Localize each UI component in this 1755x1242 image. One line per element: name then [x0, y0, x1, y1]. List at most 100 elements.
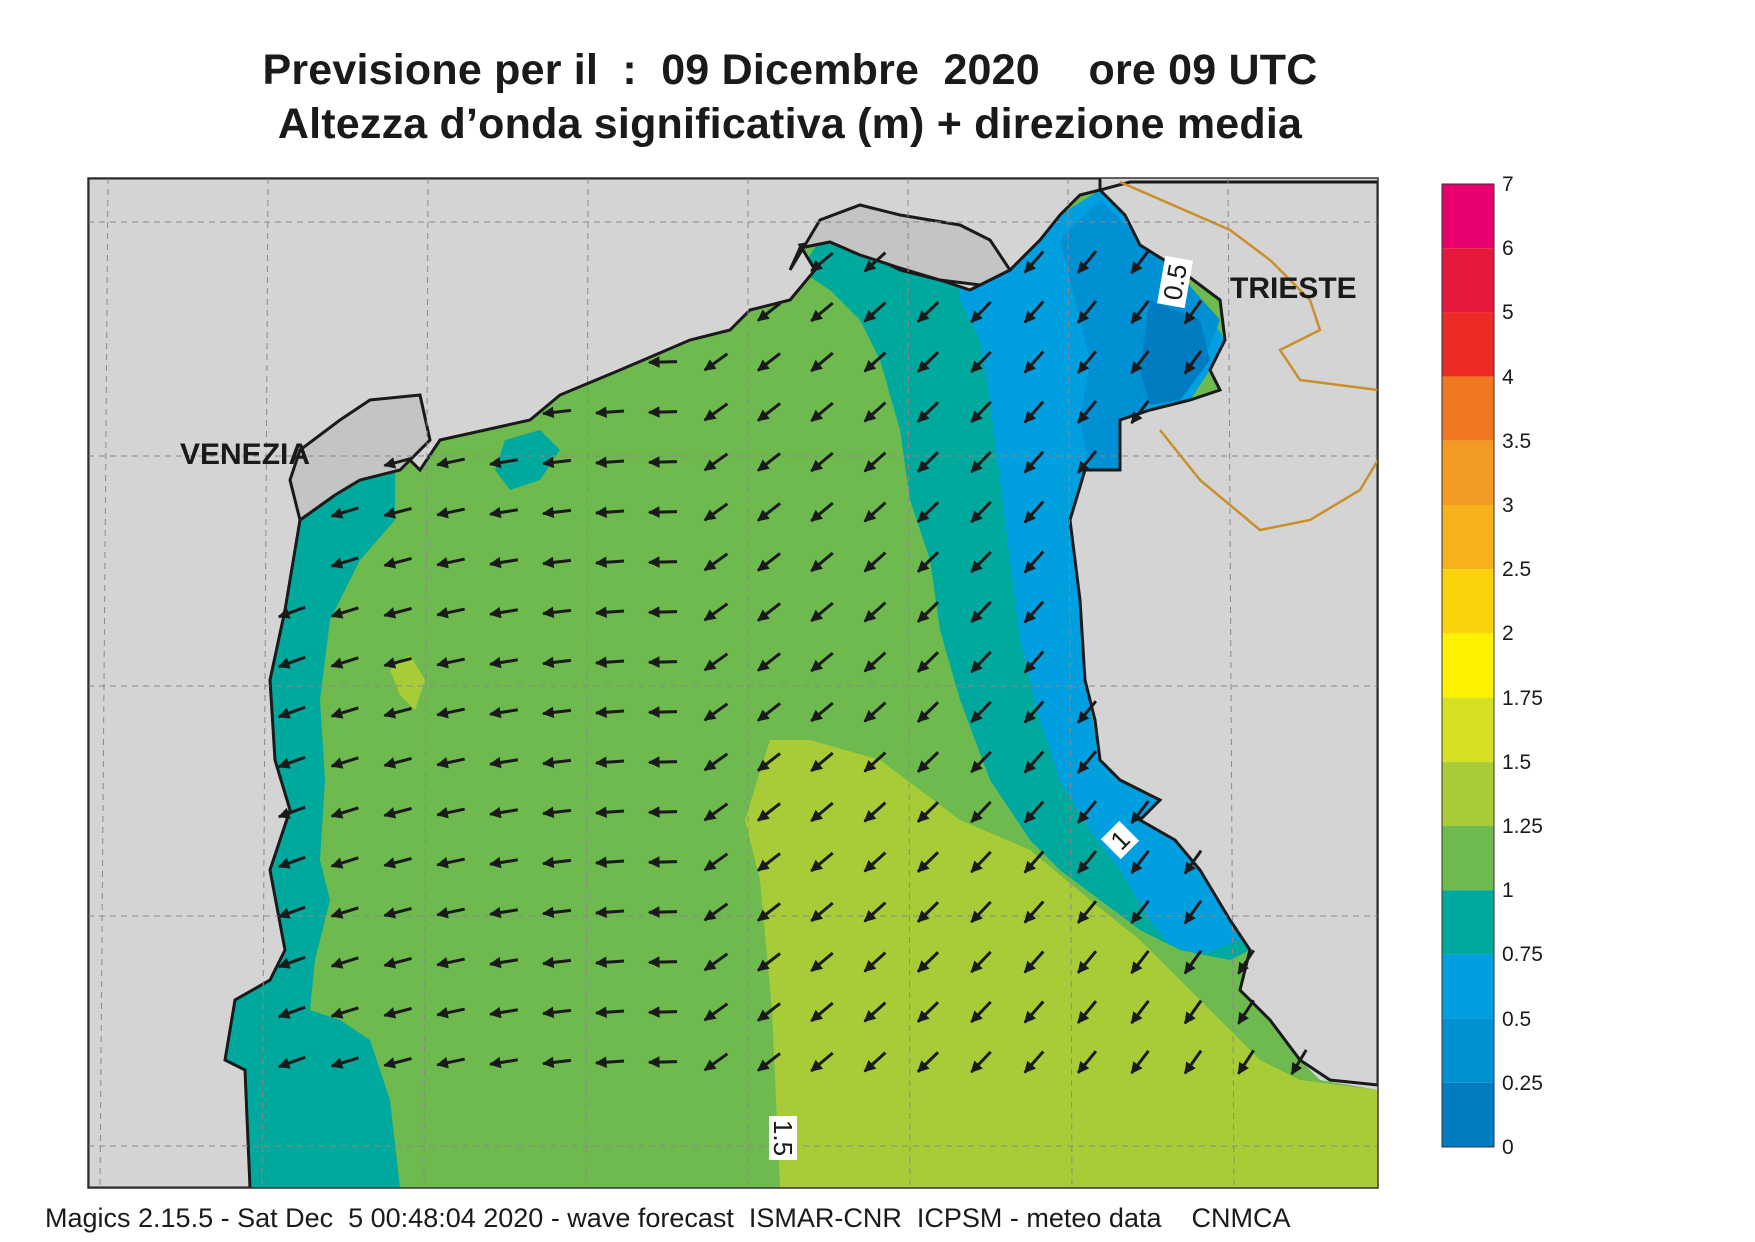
wave-arrow-head — [489, 656, 502, 669]
wave-arrow-head — [1023, 810, 1037, 824]
wave-arrow-head — [970, 810, 983, 823]
wave-arrow-head — [1130, 911, 1143, 925]
wave-arrow-head — [330, 957, 344, 969]
wave-arrow-head — [863, 560, 877, 573]
legend-label: 0.75 — [1502, 943, 1543, 967]
wave-arrow-head — [917, 810, 930, 823]
wave-arrow-head — [917, 310, 930, 323]
wave-arrow-head — [383, 957, 397, 969]
wave-arrow-head — [436, 907, 449, 919]
wave-arrow-head — [1130, 1061, 1143, 1075]
wave-arrow-head — [647, 1056, 660, 1068]
wave-arrow-head — [1023, 1060, 1037, 1074]
wave-arrow-head — [1130, 861, 1143, 875]
wave-arrow-head — [970, 1010, 983, 1023]
wave-arrow-head — [489, 456, 502, 469]
wave-arrow-head — [330, 907, 344, 919]
wave-arrow-head — [863, 410, 877, 423]
wave-arrow-head — [489, 756, 502, 769]
wave-arrow-head — [1077, 961, 1090, 974]
wave-arrow-head — [541, 856, 555, 869]
wave-arrow-head — [647, 806, 660, 818]
wave-arrow-head — [810, 1009, 824, 1022]
wave-arrow-head — [489, 856, 502, 869]
wave-arrow-head — [1077, 311, 1090, 324]
wave-arrow-head — [541, 556, 555, 569]
wave-arrow-head — [917, 910, 930, 923]
wave-arrow-head — [757, 809, 770, 822]
wave-arrow-head — [757, 909, 770, 922]
wave-arrow-head — [1184, 361, 1196, 375]
wave-arrow-head — [810, 909, 824, 922]
wave-arrow-head — [594, 706, 607, 719]
wave-arrow-head — [863, 760, 877, 773]
wave-arrow-head — [863, 310, 877, 323]
title-line-2: Altezza d’onda significativa (m) + direz… — [277, 100, 1303, 148]
wave-arrow-head — [917, 960, 930, 973]
wave-arrow-head — [810, 309, 824, 322]
wave-arrow-head — [703, 509, 717, 521]
wave-arrow-head — [810, 859, 824, 872]
venice-islands — [288, 393, 432, 523]
wave-arrow-head — [277, 907, 291, 919]
wave-arrow-head — [757, 509, 770, 522]
wave-arrow-head — [330, 1007, 344, 1019]
wave-arrow-head — [810, 959, 824, 972]
wave-arrow-head — [1077, 811, 1090, 824]
wave-arrow-head — [863, 610, 877, 623]
wave-arrow-head — [1023, 760, 1037, 774]
wave-arrow-head — [1023, 610, 1037, 624]
wave-arrow-head — [647, 656, 660, 668]
wave-arrow-head — [1077, 1011, 1090, 1024]
wave-arrow-head — [1023, 460, 1037, 474]
wave-arrow-head — [917, 360, 930, 373]
wave-arrow-head — [810, 659, 824, 672]
wave-arrow-head — [489, 606, 502, 619]
wave-arrow-head — [383, 857, 397, 869]
wave-arrow-head — [1023, 910, 1037, 924]
legend-swatch — [1442, 633, 1494, 698]
wave-arrow-head — [757, 309, 770, 322]
wave-arrow-head — [594, 556, 607, 569]
wave-arrow-head — [1130, 261, 1143, 275]
wave-arrow-head — [863, 910, 877, 923]
wave-arrow-head — [863, 1060, 877, 1073]
legend-swatch — [1442, 826, 1494, 891]
wave-arrow-head — [1130, 811, 1143, 825]
wave-arrow-head — [489, 906, 502, 919]
wave-arrow-head — [1077, 761, 1090, 774]
wave-arrow-head — [970, 960, 983, 973]
contour-label-text: 1.5 — [768, 1120, 798, 1156]
city-label-trieste: TRIESTE — [1230, 272, 1357, 305]
wave-arrow-head — [436, 607, 449, 619]
wave-arrow-head — [594, 656, 607, 669]
wave-arrow-head — [277, 1007, 291, 1019]
wave-arrow-head — [277, 757, 291, 769]
wave-arrow-head — [277, 807, 291, 819]
wave-arrow-head — [383, 707, 397, 719]
wave-arrow-head — [1130, 1011, 1143, 1025]
legend-swatch — [1442, 1018, 1494, 1083]
wave-arrow-head — [1077, 861, 1090, 874]
wave-arrow-head — [917, 610, 930, 623]
wave-arrow-head — [541, 756, 555, 769]
wave-arrow-head — [970, 510, 983, 523]
wave-arrow-head — [277, 1057, 291, 1069]
wave-arrow-head — [383, 1007, 397, 1019]
wave-zone-1-0-small — [495, 430, 560, 490]
wave-arrow-head — [541, 906, 555, 919]
wave-arrow-head — [1237, 961, 1249, 975]
wave-arrow-head — [863, 860, 877, 873]
wave-arrow-head — [1023, 510, 1037, 524]
wave-arrow-head — [647, 406, 660, 418]
grado-lagoon — [788, 203, 1013, 287]
city-label-venezia: VENEZIA — [180, 438, 311, 471]
wave-arrow-head — [757, 409, 770, 422]
wave-arrow-head — [757, 1009, 770, 1022]
wave-arrow-head — [436, 457, 449, 469]
wave-arrow-head — [863, 510, 877, 523]
wave-arrow-head — [757, 609, 770, 622]
wave-arrow-head — [541, 656, 555, 669]
wave-arrow-head — [917, 860, 930, 873]
wave-arrow-head — [647, 956, 660, 968]
